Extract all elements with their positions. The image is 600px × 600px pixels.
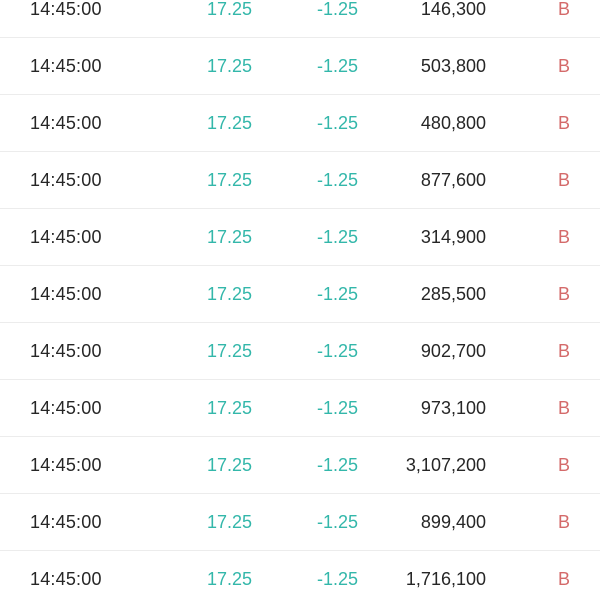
trade-side-badge: B <box>558 170 571 190</box>
trade-volume: 3,107,200 <box>405 455 486 475</box>
trade-change: -1.25 <box>316 341 358 361</box>
table-row: 14:45:00 17.25 -1.25 3,107,200 B <box>0 437 600 494</box>
trade-time: 14:45:00 <box>30 455 102 475</box>
trade-change: -1.25 <box>316 455 358 475</box>
trade-volume: 899,400 <box>420 512 486 532</box>
trade-time: 14:45:00 <box>30 512 102 532</box>
table-row: 14:45:00 17.25 -1.25 314,900 B <box>0 209 600 266</box>
table-row: 14:45:00 17.25 -1.25 285,500 B <box>0 266 600 323</box>
trade-side-badge: B <box>558 56 571 76</box>
trade-change: -1.25 <box>316 56 358 76</box>
trade-volume: 146,300 <box>420 0 486 19</box>
trade-volume: 973,100 <box>420 398 486 418</box>
trade-price: 17.25 <box>206 170 252 190</box>
trade-price: 17.25 <box>206 56 252 76</box>
trade-side-badge: B <box>558 455 571 475</box>
trade-price: 17.25 <box>206 227 252 247</box>
trade-time: 14:45:00 <box>30 341 102 361</box>
trade-side-badge: B <box>558 512 571 532</box>
table-row: 14:45:00 17.25 -1.25 480,800 B <box>0 95 600 152</box>
trade-time: 14:45:00 <box>30 170 102 190</box>
table-row: 14:45:00 17.25 -1.25 899,400 B <box>0 494 600 551</box>
table-row: 14:45:00 17.25 -1.25 877,600 B <box>0 152 600 209</box>
trade-volume: 877,600 <box>420 170 486 190</box>
trade-side-badge: B <box>558 0 571 19</box>
trade-change: -1.25 <box>316 113 358 133</box>
trade-time: 14:45:00 <box>30 227 102 247</box>
trade-volume: 314,900 <box>420 227 486 247</box>
trade-price: 17.25 <box>206 455 252 475</box>
trade-volume: 285,500 <box>420 284 486 304</box>
trade-side-badge: B <box>558 113 571 133</box>
trade-side-badge: B <box>558 569 571 589</box>
trade-side-badge: B <box>558 398 571 418</box>
trade-change: -1.25 <box>316 170 358 190</box>
trade-time: 14:45:00 <box>30 569 102 589</box>
table-row: 14:45:00 17.25 -1.25 503,800 B <box>0 38 600 95</box>
table-row: 14:45:00 17.25 -1.25 902,700 B <box>0 323 600 380</box>
trade-change: -1.25 <box>316 227 358 247</box>
trade-price: 17.25 <box>206 398 252 418</box>
trade-change: -1.25 <box>316 284 358 304</box>
trade-time: 14:45:00 <box>30 284 102 304</box>
trade-volume: 1,716,100 <box>405 569 486 589</box>
trade-price: 17.25 <box>206 0 252 19</box>
trade-time: 14:45:00 <box>30 0 102 19</box>
trade-price: 17.25 <box>206 341 252 361</box>
trade-price: 17.25 <box>206 512 252 532</box>
table-row: 14:45:00 17.25 -1.25 973,100 B <box>0 380 600 437</box>
trade-change: -1.25 <box>316 0 358 19</box>
trade-price: 17.25 <box>206 569 252 589</box>
trade-price: 17.25 <box>206 284 252 304</box>
table-row: 14:45:00 17.25 -1.25 1,716,100 B <box>0 551 600 600</box>
trade-volume: 480,800 <box>420 113 486 133</box>
trade-volume: 503,800 <box>420 56 486 76</box>
trade-volume: 902,700 <box>420 341 486 361</box>
trade-time: 14:45:00 <box>30 113 102 133</box>
trade-change: -1.25 <box>316 569 358 589</box>
trade-side-badge: B <box>558 341 571 361</box>
trade-side-badge: B <box>558 227 571 247</box>
trade-side-badge: B <box>558 284 571 304</box>
table-row: 14:45:00 17.25 -1.25 146,300 B <box>0 0 600 38</box>
trade-change: -1.25 <box>316 512 358 532</box>
trade-price: 17.25 <box>206 113 252 133</box>
trade-time: 14:45:00 <box>30 56 102 76</box>
trade-change: -1.25 <box>316 398 358 418</box>
trade-time: 14:45:00 <box>30 398 102 418</box>
